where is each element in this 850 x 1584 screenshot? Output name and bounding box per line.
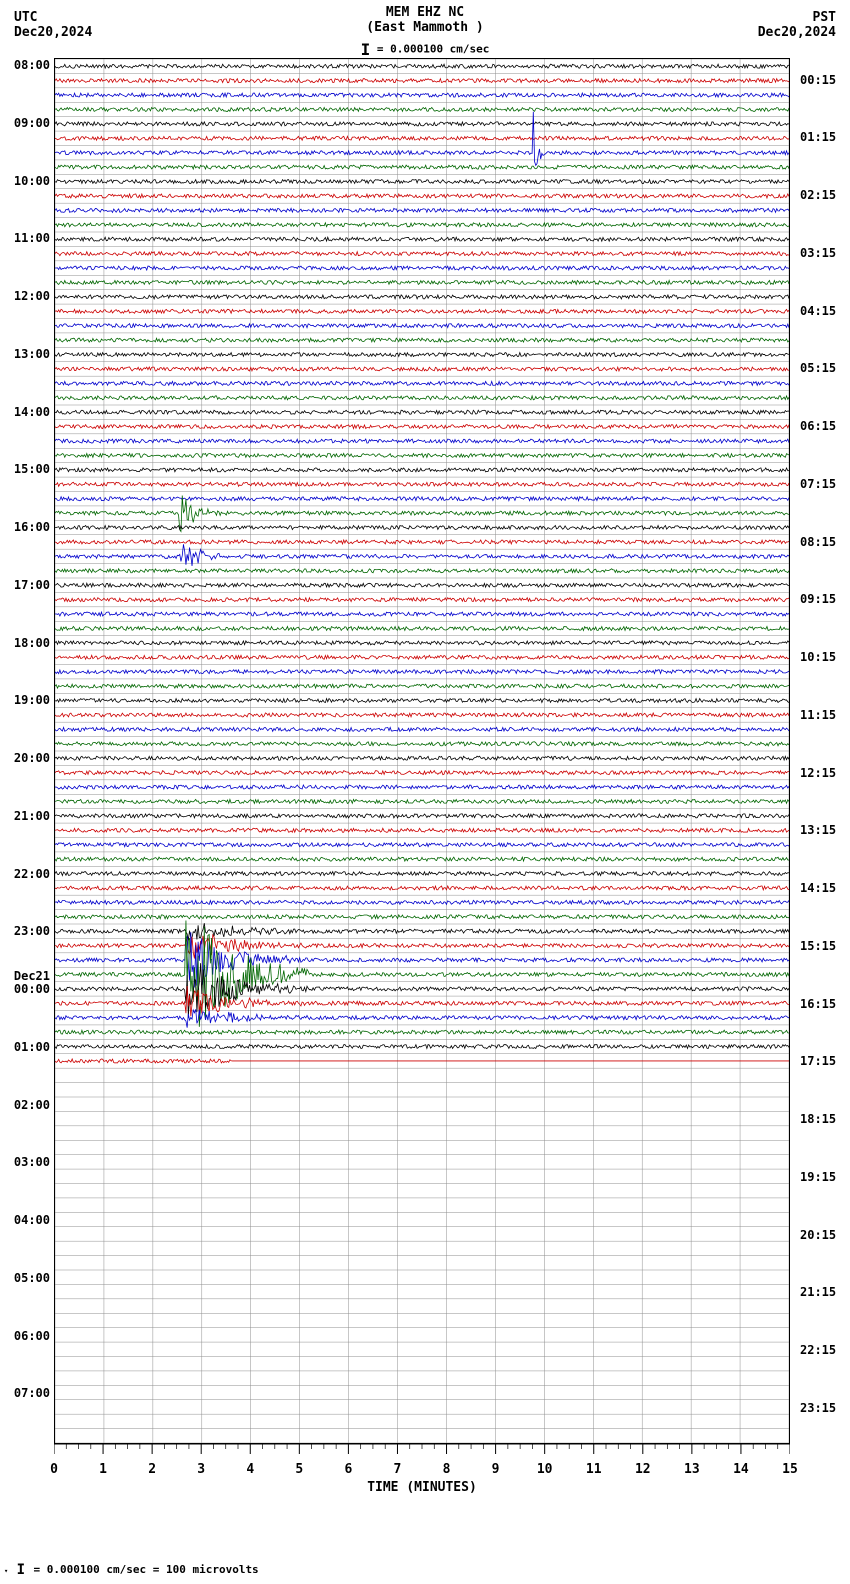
- utc-hour-label: 08:00: [14, 58, 50, 72]
- utc-hour-label: 16:00: [14, 520, 50, 534]
- utc-hour-label: 23:00: [14, 924, 50, 938]
- utc-hour-label: 06:00: [14, 1329, 50, 1343]
- utc-hour-label: 17:00: [14, 578, 50, 592]
- x-tick-label: 3: [197, 1462, 205, 1477]
- utc-hour-label: 11:00: [14, 231, 50, 245]
- utc-hour-label: 20:00: [14, 751, 50, 765]
- pst-hour-label: 16:15: [800, 997, 836, 1011]
- utc-hour-label: 01:00: [14, 1040, 50, 1054]
- pst-hour-label: 03:15: [800, 246, 836, 260]
- station-name: (East Mammoth ): [0, 20, 850, 35]
- x-tick-label: 4: [246, 1462, 254, 1477]
- pst-time-labels: 00:15 01:15 02:15 03:15 04:15 05:15 06:15 07:15…: [798, 58, 850, 1444]
- pst-hour-label: 09:15: [800, 592, 836, 606]
- pst-hour-label: 19:15: [800, 1170, 836, 1184]
- x-tick-label: 0: [50, 1462, 58, 1477]
- pst-hour-label: 17:15: [800, 1054, 836, 1068]
- x-tick-label: 15: [782, 1462, 798, 1477]
- pst-hour-label: 00:15: [800, 73, 836, 87]
- pst-hour-label: 06:15: [800, 419, 836, 433]
- pst-hour-label: 22:15: [800, 1343, 836, 1357]
- utc-hour-label: 02:00: [14, 1098, 50, 1112]
- day-break-label: Dec21: [14, 969, 50, 983]
- utc-hour-label: 14:00: [14, 405, 50, 419]
- scale-indicator: I = 0.000100 cm/sec: [361, 40, 490, 59]
- pst-hour-label: 04:15: [800, 304, 836, 318]
- station-code: MEM EHZ NC: [0, 5, 850, 20]
- pst-hour-label: 12:15: [800, 766, 836, 780]
- station-header: MEM EHZ NC (East Mammoth ): [0, 5, 850, 35]
- utc-hour-label: 15:00: [14, 462, 50, 476]
- x-ticks: [54, 1444, 790, 1464]
- utc-hour-label: 05:00: [14, 1271, 50, 1285]
- x-tick-label: 2: [148, 1462, 156, 1477]
- utc-hour-label: 03:00: [14, 1155, 50, 1169]
- x-axis-title: TIME (MINUTES): [54, 1480, 790, 1495]
- pst-hour-label: 15:15: [800, 939, 836, 953]
- utc-hour-label: 07:00: [14, 1386, 50, 1400]
- footer-text: = 0.000100 cm/sec = 100 microvolts: [34, 1563, 259, 1576]
- utc-hour-label: 18:00: [14, 636, 50, 650]
- pst-hour-label: 18:15: [800, 1112, 836, 1126]
- x-tick-label: 5: [295, 1462, 303, 1477]
- x-tick-label: 14: [733, 1462, 749, 1477]
- pst-hour-label: 20:15: [800, 1228, 836, 1242]
- utc-hour-label: 13:00: [14, 347, 50, 361]
- x-tick-label: 7: [394, 1462, 402, 1477]
- seismogram-svg: [55, 59, 789, 1443]
- pst-hour-label: 21:15: [800, 1285, 836, 1299]
- pst-hour-label: 08:15: [800, 535, 836, 549]
- x-tick-label: 8: [443, 1462, 451, 1477]
- x-axis: 0123456789101112131415: [54, 1444, 790, 1484]
- utc-hour-label: 10:00: [14, 174, 50, 188]
- utc-hour-label: 00:00: [14, 982, 50, 996]
- utc-hour-label: 09:00: [14, 116, 50, 130]
- utc-time-labels: 08:00 09:00 10:00 11:00 12:00 13:00 14:00 15:00…: [0, 58, 52, 1444]
- pst-hour-label: 11:15: [800, 708, 836, 722]
- seismogram-plot: [54, 58, 790, 1444]
- footer-scale: ▾ I = 0.000100 cm/sec = 100 microvolts: [4, 1562, 259, 1578]
- pst-hour-label: 02:15: [800, 188, 836, 202]
- utc-hour-label: 19:00: [14, 693, 50, 707]
- pst-hour-label: 14:15: [800, 881, 836, 895]
- pst-hour-label: 05:15: [800, 361, 836, 375]
- x-tick-label: 1: [99, 1462, 107, 1477]
- x-tick-label: 9: [492, 1462, 500, 1477]
- utc-hour-label: 21:00: [14, 809, 50, 823]
- x-tick-label: 13: [684, 1462, 700, 1477]
- utc-hour-label: 22:00: [14, 867, 50, 881]
- x-tick-label: 11: [586, 1462, 602, 1477]
- utc-hour-label: 04:00: [14, 1213, 50, 1227]
- pst-hour-label: 07:15: [800, 477, 836, 491]
- pst-hour-label: 10:15: [800, 650, 836, 664]
- pst-hour-label: 23:15: [800, 1401, 836, 1415]
- scale-value: = 0.000100 cm/sec: [377, 43, 490, 56]
- x-tick-label: 10: [537, 1462, 553, 1477]
- pst-hour-label: 01:15: [800, 130, 836, 144]
- utc-hour-label: 12:00: [14, 289, 50, 303]
- x-tick-label: 6: [344, 1462, 352, 1477]
- x-tick-label: 12: [635, 1462, 651, 1477]
- pst-hour-label: 13:15: [800, 823, 836, 837]
